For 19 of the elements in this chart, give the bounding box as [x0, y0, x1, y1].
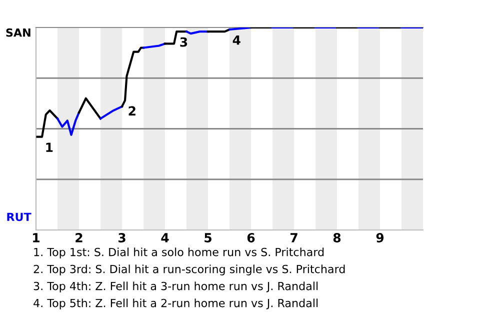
text: SAN	[6, 28, 30, 37]
x-tick-label: 6	[247, 233, 255, 242]
annotation: 2	[128, 106, 136, 116]
annotation: 1	[46, 142, 53, 152]
x-tick-label: 7	[290, 233, 298, 242]
text: 1. Top 1st: S. Dial hit a solo home run vs S. Pritchard	[34, 248, 324, 258]
text: RUT	[7, 212, 32, 222]
annotation: 3	[180, 37, 188, 47]
text: 2. Top 3rd: S. Dial hit a run-scoring single vs S. Pritchard	[34, 264, 345, 276]
x-tick-label: 2	[76, 233, 82, 242]
annotation: 4	[232, 35, 240, 45]
text: 3. Top 4th: Z. Fell hit a 3-run home run vs J. Randall	[34, 282, 318, 292]
x-tick-label: 1	[33, 233, 40, 242]
x-tick-label: 8	[333, 233, 341, 242]
x-tick-label: 4	[161, 233, 169, 242]
x-tick-label: 9	[376, 233, 384, 242]
x-tick-label: 3	[118, 233, 126, 242]
text: 4. Top 5th: Z. Fell hit a 2-run home run vs J. Randall	[34, 298, 318, 310]
x-tick-label: 5	[204, 233, 212, 242]
